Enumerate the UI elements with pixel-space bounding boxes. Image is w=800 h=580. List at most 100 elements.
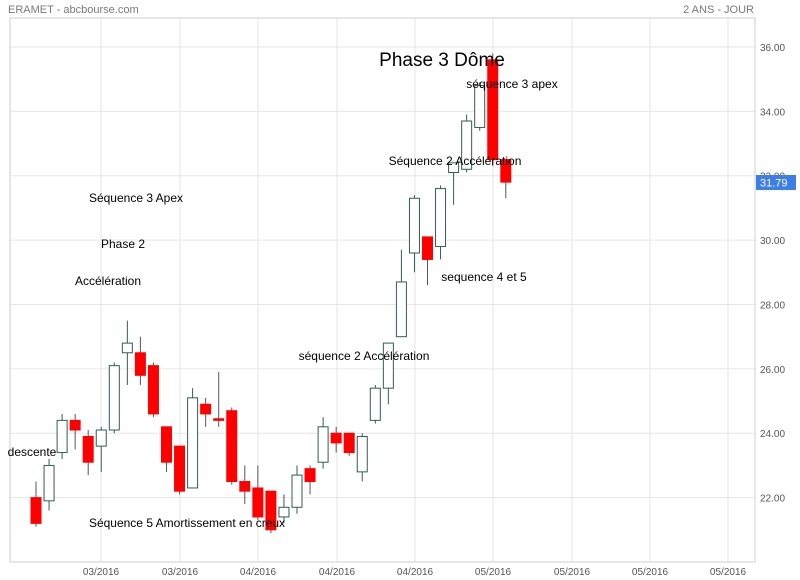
candle-body-down (174, 445, 186, 492)
candle (343, 432, 355, 456)
candle-body-down (161, 426, 172, 463)
candle (134, 336, 146, 385)
y-tick-label: 36.00 (760, 43, 785, 54)
y-tick-label: 34.00 (760, 107, 785, 118)
x-tick-label: 05/2016 (554, 567, 591, 578)
candle (461, 114, 473, 173)
chart-annotation: séquence 3 apex (466, 77, 557, 91)
candle (200, 397, 212, 427)
candle (252, 465, 264, 521)
candle-body-up (382, 342, 394, 389)
candle (108, 362, 120, 434)
candle-body-up (448, 162, 460, 174)
y-tick-label: 28.00 (760, 300, 785, 311)
candle (317, 417, 329, 469)
y-tick-label: 24.00 (760, 429, 785, 440)
candle (30, 481, 42, 527)
candle-body-up (356, 435, 368, 473)
x-tick-label: 04/2016 (397, 567, 434, 578)
period-selector[interactable]: 2 ANS - JOUR (683, 4, 754, 16)
candle (291, 465, 303, 514)
candle (422, 236, 433, 286)
x-tick-label: 05/2016 (475, 567, 512, 578)
candle-body-down (330, 432, 342, 444)
candle-body-down (30, 497, 42, 524)
candle (121, 320, 133, 385)
candle (474, 82, 486, 131)
candle-body-up (461, 120, 473, 170)
candle-body-up (369, 387, 381, 421)
chart-annotation: Accélération (75, 274, 141, 288)
candle (278, 494, 290, 524)
candle-body-up (291, 474, 303, 508)
candle (161, 426, 172, 472)
candle-body-down (252, 487, 264, 518)
chart-title: Phase 3 Dôme (379, 50, 505, 71)
candle-body-down (265, 490, 277, 531)
x-tick-label: 05/2016 (632, 567, 669, 578)
plot-frame (9, 17, 756, 563)
annotations: Phase 3 Dôme séquence 3 apex Séquence 2 Ac… (8, 50, 558, 530)
candle (369, 384, 381, 424)
candle (187, 388, 199, 489)
candle-body-down (239, 481, 251, 492)
candle-body-up (187, 397, 199, 489)
candle (356, 433, 368, 482)
chart-annotation: Séquence 5 Amortissement en creux (89, 516, 285, 530)
candle-body-up (121, 342, 133, 354)
candle-body-up (435, 188, 447, 248)
last-price-value: 31.79 (760, 177, 788, 189)
candle (174, 445, 186, 495)
candle (56, 413, 68, 459)
candle-body-up (278, 506, 290, 518)
y-tick-label: 30.00 (760, 236, 785, 247)
candle-body-up (95, 429, 107, 447)
chart-annotation: descente (8, 445, 57, 459)
candle (435, 185, 447, 260)
x-tick-label: 03/2016 (162, 567, 199, 578)
candle (213, 372, 225, 427)
x-axis: 03/2016 03/2016 04/2016 04/2016 04/2016 05/20… (83, 567, 747, 578)
candle-body-up (317, 426, 329, 463)
candle (43, 458, 55, 511)
candle-body-down (200, 403, 212, 415)
candle-body-up (56, 419, 68, 454)
candle (382, 342, 394, 405)
last-price-tag-box (756, 174, 796, 190)
chart-annotation: Séquence 2 Accélération (389, 154, 522, 168)
chart-source-label: ERAMET - abcbourse.com (8, 4, 139, 16)
candle-body-up (43, 464, 55, 502)
candle (408, 195, 420, 273)
candle (395, 249, 407, 338)
candle-body-down (226, 410, 238, 483)
chart-annotation: sequence 4 et 5 (441, 270, 527, 284)
x-tick-label: 03/2016 (83, 567, 120, 578)
x-tick-label: 05/2016 (710, 567, 747, 578)
candle (239, 465, 251, 505)
candle-body-up (395, 281, 407, 338)
candles (30, 53, 512, 534)
candle-body-down (134, 352, 146, 376)
chart-annotation: Séquence 3 Apex (89, 191, 183, 205)
x-tick-label: 04/2016 (319, 567, 356, 578)
y-tick-label: 26.00 (760, 365, 785, 376)
candle (69, 413, 81, 450)
candle-body-down (422, 236, 433, 260)
candle-body-down (213, 418, 225, 421)
candle-body-down (343, 432, 355, 454)
candle-body-down (487, 59, 499, 161)
candle-body-up (474, 85, 486, 128)
chart-annotation: séquence 2 Accélération (299, 349, 430, 363)
candle (500, 159, 512, 199)
candle-body-up (108, 365, 120, 431)
candle (147, 362, 159, 418)
candle (448, 162, 460, 205)
chart-annotation: Phase 2 (101, 237, 145, 251)
candle-body-down (304, 468, 316, 483)
candle (487, 53, 499, 167)
candle-body-down (69, 419, 81, 431)
y-tick-label: 22.00 (760, 494, 785, 505)
candle (265, 490, 277, 534)
